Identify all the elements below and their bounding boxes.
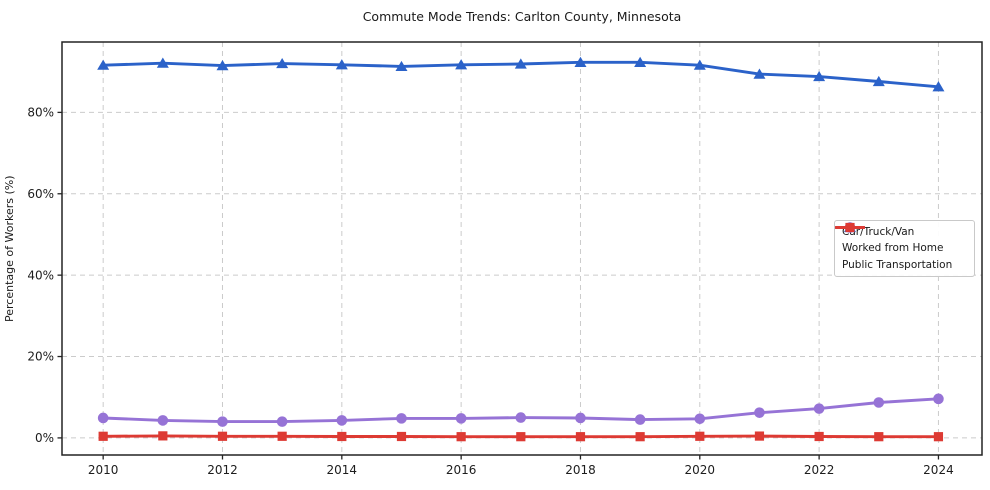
circle-marker bbox=[97, 412, 109, 424]
x-tick-label: 2020 bbox=[685, 463, 716, 477]
triangle-marker bbox=[813, 70, 826, 82]
square-marker bbox=[337, 431, 347, 442]
x-tick-label: 2024 bbox=[923, 463, 954, 477]
x-tick-label: 2010 bbox=[88, 463, 119, 477]
triangle-marker bbox=[514, 58, 527, 69]
circle-marker bbox=[455, 413, 467, 424]
legend-label: Worked from Home bbox=[842, 242, 944, 255]
square-marker bbox=[635, 432, 645, 442]
triangle-marker bbox=[872, 75, 885, 87]
y-tick-label: 20% bbox=[27, 350, 54, 364]
x-tick-label: 2022 bbox=[804, 463, 835, 477]
circle-marker bbox=[813, 403, 825, 414]
triangle-marker bbox=[455, 59, 468, 70]
square-marker bbox=[277, 431, 287, 441]
square-marker bbox=[575, 432, 586, 442]
square-marker bbox=[456, 432, 466, 442]
triangle-marker bbox=[156, 57, 169, 68]
legend-label: Public Transportation bbox=[842, 258, 953, 271]
triangle-marker bbox=[216, 60, 229, 71]
square-marker bbox=[845, 222, 855, 233]
circle-marker bbox=[873, 397, 885, 408]
square-marker bbox=[158, 431, 168, 441]
y-tick-label: 0% bbox=[35, 431, 54, 445]
circle-marker bbox=[634, 414, 646, 425]
x-axis: 2010 2012 2014 2016 2018 2020 2022 2024 bbox=[88, 455, 954, 477]
triangle-marker bbox=[932, 81, 945, 92]
triangle-marker bbox=[753, 68, 766, 79]
legend-label: Car/Truck/Van bbox=[842, 226, 915, 239]
triangle-marker bbox=[395, 60, 408, 72]
y-tick-label: 60% bbox=[27, 187, 54, 201]
square-marker bbox=[516, 432, 526, 442]
circle-marker bbox=[217, 416, 228, 427]
square-marker bbox=[933, 432, 944, 442]
square-marker bbox=[695, 431, 705, 441]
circle-marker bbox=[276, 416, 288, 427]
circle-marker bbox=[157, 415, 169, 426]
circle-marker bbox=[933, 393, 944, 405]
triangle-marker bbox=[634, 56, 647, 67]
square-marker bbox=[814, 431, 824, 442]
circle-marker bbox=[754, 407, 765, 418]
series-car-truck-van bbox=[97, 56, 945, 92]
triangle-marker bbox=[276, 57, 289, 69]
triangle-marker bbox=[97, 59, 110, 70]
square-swatch-icon bbox=[835, 222, 865, 233]
circle-marker bbox=[336, 415, 348, 426]
plot-border bbox=[61, 41, 983, 456]
circle-marker bbox=[575, 412, 586, 424]
square-marker bbox=[874, 432, 884, 442]
legend-item-worked-from-home: Worked from Home bbox=[835, 222, 967, 255]
y-axis: 0% 20% 40% 60% 80% bbox=[27, 106, 62, 445]
triangle-marker bbox=[574, 56, 587, 67]
square-marker bbox=[98, 431, 108, 441]
chart-title: Commute Mode Trends: Carlton County, Min… bbox=[362, 9, 682, 24]
square-marker bbox=[396, 431, 407, 442]
triangle-marker bbox=[693, 59, 706, 70]
circle-marker bbox=[396, 413, 407, 424]
x-tick-label: 2016 bbox=[446, 463, 477, 477]
x-tick-label: 2018 bbox=[565, 463, 596, 477]
circle-marker bbox=[515, 412, 527, 423]
legend-item-public-transportation: Public Transportation bbox=[835, 222, 967, 271]
series-worked-from-home bbox=[97, 393, 944, 427]
legend: Car/Truck/Van Worked from Home Public Tran… bbox=[834, 220, 975, 277]
series-public-transportation bbox=[98, 431, 944, 442]
square-marker bbox=[754, 431, 765, 441]
triangle-marker bbox=[335, 59, 348, 70]
y-tick-label: 40% bbox=[27, 268, 54, 282]
circle-marker bbox=[694, 413, 706, 425]
square-marker bbox=[217, 431, 228, 441]
y-tick-label: 80% bbox=[27, 106, 54, 120]
x-tick-label: 2012 bbox=[207, 463, 238, 477]
x-tick-label: 2014 bbox=[327, 463, 358, 477]
